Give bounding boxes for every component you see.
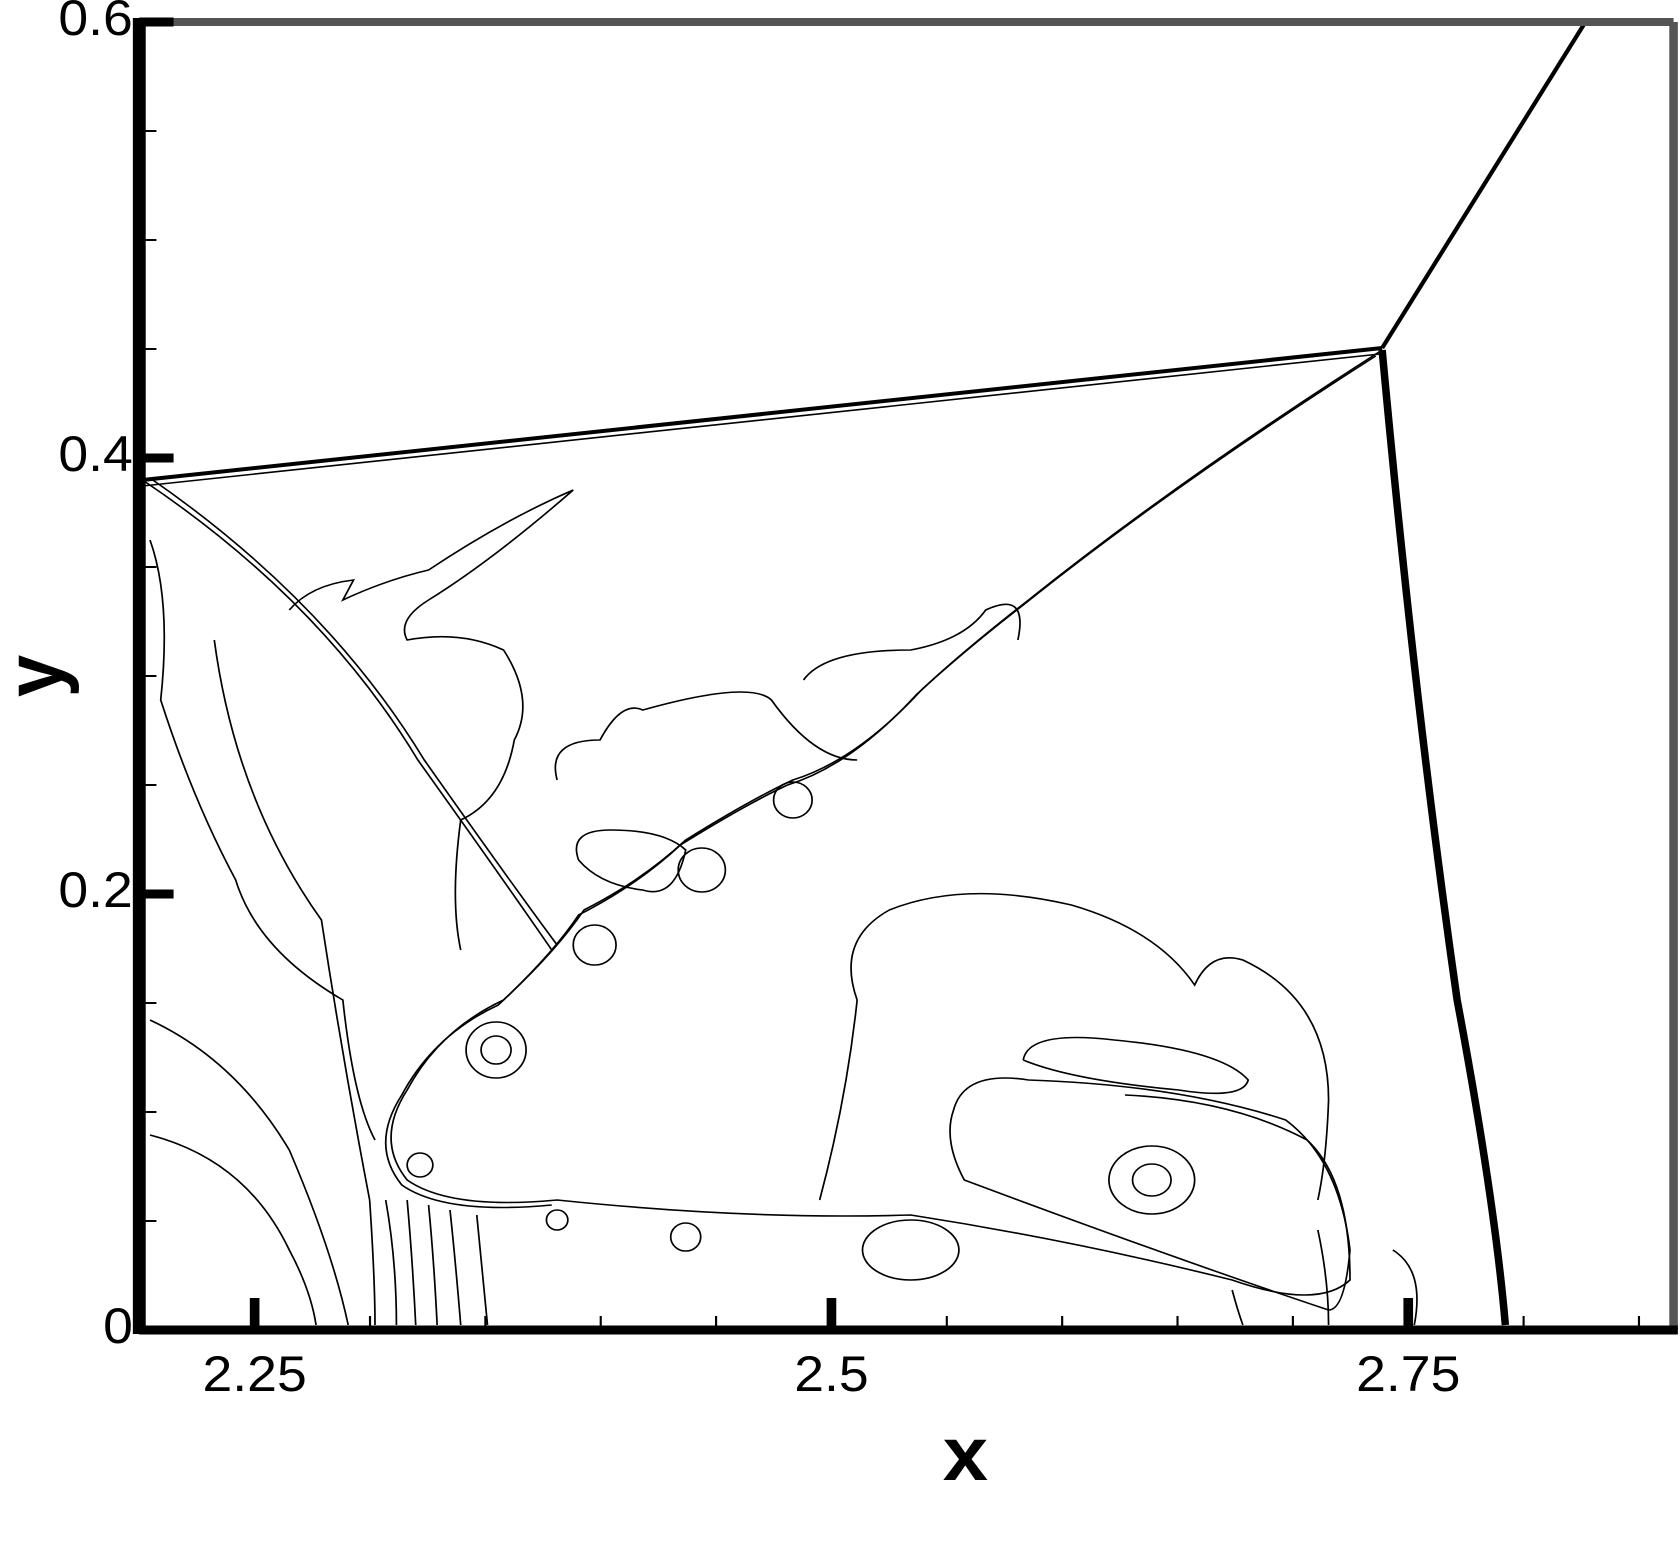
contour-line [575,829,687,893]
slip-line [384,355,1377,1209]
x-tick-label: 2.5 [794,1346,868,1402]
contour-lines [141,23,1586,1326]
y-tick-label: 0 [103,1298,133,1354]
vortex [465,1021,527,1079]
vortex [772,781,813,819]
contour-line [949,1077,1351,1311]
vortex [1131,1163,1172,1197]
y-axis-title: y [0,655,80,697]
x-axis-title: x [943,1412,988,1497]
contour-line [1022,1036,1250,1095]
contour-line [384,1199,489,1326]
shock-front [142,346,1383,482]
y-tick-label: 0.4 [58,426,132,482]
vortex [572,924,617,966]
shock-front [142,353,1381,487]
contour-line [850,892,1330,1201]
contour-line [149,1134,317,1326]
contour-line [149,539,376,1141]
shock-front [1380,23,1586,350]
vortex [861,1219,960,1281]
contour-line [554,691,858,781]
vortex [1108,1145,1196,1215]
shock-front [141,479,553,951]
vortex [677,847,727,893]
slip-line [390,349,1383,1296]
y-tick-label: 0.6 [58,0,132,46]
shock-front [1378,349,1510,1326]
y-tick-label: 0.2 [58,862,132,918]
vortex [545,1209,569,1231]
contour-line [1231,1229,1418,1326]
vortex [480,1035,512,1065]
vortex [669,1222,702,1252]
contour-line [213,639,376,1326]
contour-line [802,603,1021,681]
shock-front [149,477,558,946]
x-tick-label: 2.75 [1356,1346,1460,1402]
vortex [406,1152,434,1178]
contour-line [288,489,574,951]
contour-line [149,1019,350,1326]
x-tick-label: 2.25 [203,1346,307,1402]
contour-line [818,999,858,1201]
